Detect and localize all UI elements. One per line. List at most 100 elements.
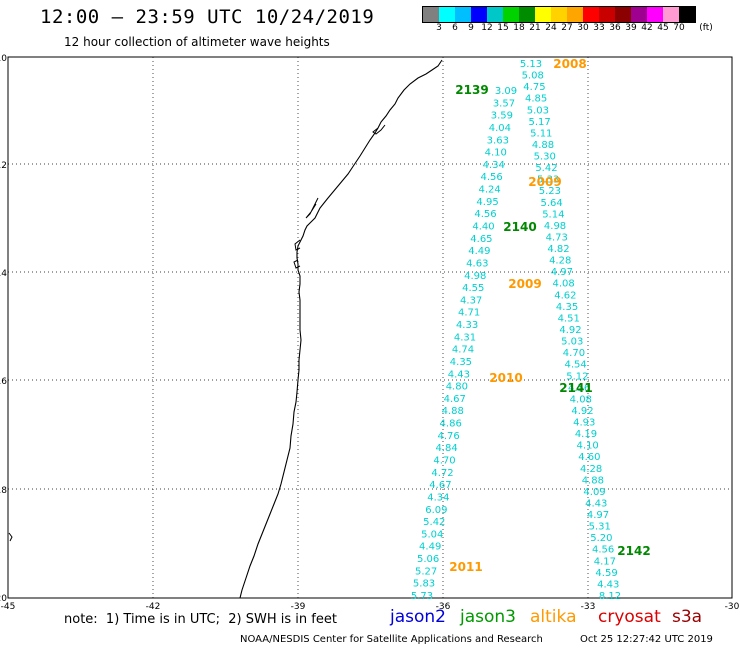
wave-height-value: 4.10 [577, 441, 599, 452]
legend-swatch [599, 7, 615, 22]
wave-height-value: 4.60 [578, 452, 600, 463]
wave-height-value: 5.12 [566, 371, 588, 382]
legend-jason3: jason3 [460, 607, 516, 627]
wave-height-value: 4.35 [450, 357, 472, 368]
wave-height-value: 4.76 [438, 431, 460, 442]
wave-height-value: 4.86 [440, 419, 462, 430]
wave-height-value: 4.33 [456, 320, 478, 331]
legend-swatch [455, 7, 471, 22]
legend-swatch [631, 7, 647, 22]
legend-swatch [487, 7, 503, 22]
legend-tick-label: 18 [513, 23, 525, 33]
wave-height-value: 4.63 [466, 258, 488, 269]
lon-tick-label: -42 [146, 602, 161, 612]
legend-swatch [519, 7, 535, 22]
wave-height-value: 4.04 [489, 123, 511, 134]
wave-height-value: 4.08 [552, 279, 574, 290]
pass-number-label: 2142 [617, 544, 650, 558]
lat-tick-label: -10 [0, 54, 7, 64]
wave-height-value: 4.17 [594, 556, 616, 567]
legend-tick-label: 15 [497, 23, 509, 33]
wave-height-value: 3.09 [495, 86, 517, 97]
wave-height-value: 4.56 [481, 172, 503, 183]
wave-height-value: 5.42 [535, 163, 557, 174]
wave-height-value: 4.73 [546, 232, 568, 243]
pass-number-label: 2010 [489, 371, 522, 385]
wave-height-value: 4.67 [429, 480, 451, 491]
wave-height-value: 4.93 [573, 418, 595, 429]
pass-number-label: 2009 [508, 277, 541, 291]
lat-lon-grid: -10 -12 -14 -16 -18 -20-45 -42 -39 -36 -33 -30 [0, 54, 740, 612]
wave-height-value: 4.08 [570, 394, 592, 405]
wave-height-value: 8.12 [599, 591, 621, 602]
wave-height-value: 4.37 [460, 295, 482, 306]
legend-cryosat: cryosat [598, 607, 661, 627]
legend-swatch [471, 7, 487, 22]
wave-height-value: 4.98 [544, 221, 566, 232]
lon-tick-label: -45 [1, 602, 16, 612]
altimeter-tracks: 3.093.573.594.043.634.104.344.564.244.95… [411, 59, 621, 602]
coastline [239, 59, 443, 599]
map-frame [7, 56, 733, 599]
legend-swatch [615, 7, 631, 22]
wave-height-value: 4.49 [468, 246, 490, 257]
wave-height-value: 6.09 [425, 505, 447, 516]
legend-swatch [583, 7, 599, 22]
legend-tick-label: 9 [468, 23, 474, 33]
wave-height-value: 5.23 [539, 186, 561, 197]
legend-tick-label: 45 [657, 23, 669, 33]
wave-height-value: 5.04 [421, 529, 443, 540]
wave-height-value: 4.19 [575, 429, 597, 440]
legend-tick-label: 30 [577, 23, 589, 33]
legend-swatch [423, 7, 439, 22]
lat-tick-label: -18 [0, 486, 7, 496]
wave-height-value: 4.97 [587, 510, 609, 521]
wave-height-value: 4.28 [549, 256, 571, 267]
wave-height-value: 4.95 [476, 197, 498, 208]
legend-tick-label: 21 [529, 23, 541, 33]
wave-height-value: 5.30 [534, 152, 556, 163]
legend-jason2: jason2 [390, 607, 446, 627]
pass-labels: 2008 2139 2009 2140 2009 2010 2141 2011 2142 [449, 57, 650, 574]
legend-tick-label: 70 [673, 23, 685, 33]
legend-tick-label: 24 [545, 23, 557, 33]
wave-height-value: 4.35 [556, 302, 578, 313]
pass-number-label: 2009 [528, 175, 561, 189]
wave-height-value: 4.72 [431, 468, 453, 479]
wave-height-value: 5.17 [528, 117, 550, 128]
wave-height-value: 5.14 [542, 209, 564, 220]
wave-height-value: 5.08 [522, 71, 544, 82]
wave-height-value: 4.98 [464, 271, 486, 282]
lat-tick-label: -20 [0, 594, 7, 604]
legend-swatch [663, 7, 679, 22]
wave-height-value: 4.43 [448, 369, 470, 380]
legend-tick-label: 3 [436, 23, 442, 33]
wave-height-value: 4.56 [592, 545, 614, 556]
wave-height-value: 4.97 [551, 267, 573, 278]
wave-height-value: 5.11 [530, 128, 552, 139]
legend-altika: altika [530, 607, 577, 627]
coastline-south-edge [8, 532, 13, 542]
lat-tick-label: -16 [0, 377, 7, 387]
legend-tick-label: 42 [641, 23, 653, 33]
generated-timestamp: Oct 25 12:27:42 UTC 2019 [580, 634, 713, 645]
legend-tick-label: 12 [481, 23, 493, 33]
legend-swatch [439, 7, 455, 22]
lon-tick-label: -33 [581, 602, 596, 612]
legend-tick-label: 36 [609, 23, 621, 33]
wave-height-value: 4.62 [554, 290, 576, 301]
legend-tick-label: 39 [625, 23, 637, 33]
wave-height-value: 4.65 [470, 234, 492, 245]
pass-number-label: 2141 [559, 381, 592, 395]
pass-number-label: 2011 [449, 560, 482, 574]
wave-height-value: 5.27 [415, 566, 437, 577]
pass-number-label: 2140 [503, 220, 536, 234]
legend-tick-label: 6 [452, 23, 458, 33]
legend-tick-label: 27 [561, 23, 573, 33]
wave-height-value: 4.80 [446, 382, 468, 393]
wave-height-value: 4.88 [442, 406, 464, 417]
wave-height-value: 4.28 [580, 464, 602, 475]
wave-height-value: 4.51 [558, 313, 580, 324]
lon-tick-label: -36 [436, 602, 451, 612]
